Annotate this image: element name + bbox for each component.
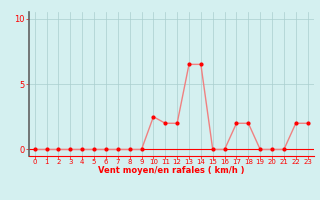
X-axis label: Vent moyen/en rafales ( km/h ): Vent moyen/en rafales ( km/h ) [98, 166, 244, 175]
